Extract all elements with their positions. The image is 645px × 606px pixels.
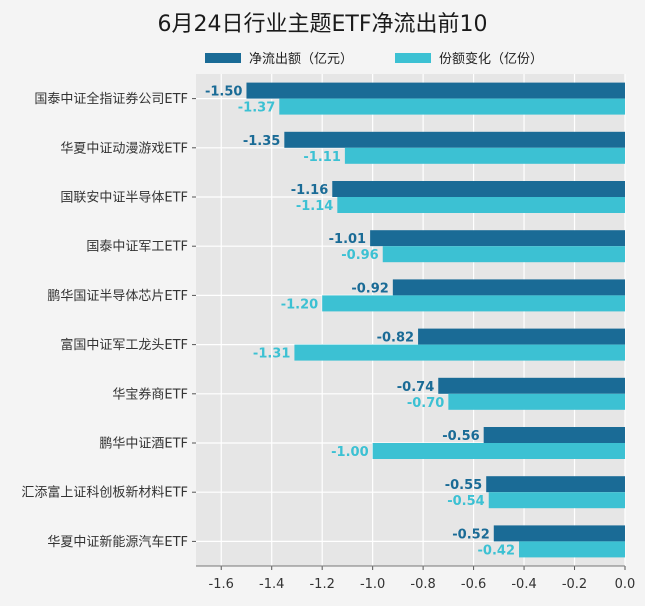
category-label: 华夏中证动漫游戏ETF — [60, 141, 188, 156]
legend-label-net-outflow: 净流出额（亿元） — [249, 52, 354, 67]
bar-net-outflow — [493, 525, 625, 542]
data-label-net-outflow: -1.50 — [205, 85, 242, 100]
data-label-share-change: -1.37 — [238, 101, 275, 116]
data-label-net-outflow: -1.35 — [243, 134, 280, 149]
category-label: 华宝券商ETF — [112, 386, 188, 402]
legend-swatch-net-outflow — [205, 52, 241, 63]
x-tick-label: -0.2 — [562, 577, 587, 592]
bar-share-change — [448, 393, 625, 410]
data-label-net-outflow: -0.82 — [377, 331, 414, 346]
legend-item-share-change: 份额变化（亿份） — [395, 48, 543, 67]
data-label-share-change: -0.70 — [407, 396, 444, 411]
bar-share-change — [294, 344, 625, 361]
x-tick-label: -1.6 — [209, 577, 234, 592]
category-label: 华夏中证新能源汽车ETF — [47, 534, 188, 550]
category-label: 鹏华中证酒ETF — [99, 437, 188, 452]
x-tick-label: -0.6 — [461, 577, 486, 592]
x-tick-label: -0.8 — [410, 577, 435, 592]
bar-net-outflow — [483, 427, 625, 443]
category-label: 鹏华国证半导体芯片ETF — [47, 289, 188, 304]
bar-net-outflow — [246, 82, 625, 99]
legend-item-net-outflow: 净流出额（亿元） — [205, 48, 353, 67]
data-label-share-change: -0.96 — [341, 248, 378, 263]
data-label-net-outflow: -0.52 — [452, 527, 489, 542]
data-label-share-change: -0.42 — [478, 543, 515, 558]
bar-share-change — [382, 246, 625, 263]
data-label-net-outflow: -0.92 — [351, 281, 388, 296]
x-tick-label: 0.0 — [615, 577, 636, 592]
category-label: 国联安中证半导体ETF — [60, 191, 188, 206]
category-label: 国泰中证全指证券公司ETF — [34, 91, 188, 107]
data-label-net-outflow: -0.74 — [397, 380, 434, 395]
data-label-net-outflow: -0.55 — [445, 478, 482, 493]
bar-net-outflow — [486, 476, 625, 493]
x-tick-label: -1.4 — [259, 577, 284, 592]
category-label: 国泰中证军工ETF — [86, 240, 188, 255]
x-tick-label: -0.4 — [511, 577, 536, 592]
bar-share-change — [519, 541, 625, 558]
legend-swatch-share-change — [395, 52, 432, 63]
bar-share-change — [488, 492, 625, 509]
chart-title: 6月24日行业主题ETF净流出前10 — [157, 12, 488, 37]
legend-label-share-change: 份额变化（亿份） — [439, 52, 544, 67]
data-label-net-outflow: -1.01 — [329, 232, 366, 247]
data-label-net-outflow: -1.16 — [291, 183, 328, 198]
bar-share-change — [344, 147, 625, 164]
category-label: 汇添富上证科创板新材料ETF — [21, 485, 188, 501]
bar-net-outflow — [332, 181, 625, 197]
bar-net-outflow — [392, 279, 625, 296]
bar-net-outflow — [370, 230, 625, 247]
bar-net-outflow — [438, 377, 625, 394]
bar-share-change — [337, 197, 625, 213]
data-label-share-change: -1.00 — [331, 445, 368, 460]
x-tick-label: -1.0 — [360, 577, 385, 592]
bar-share-change — [372, 443, 625, 459]
category-label: 富国中证军工龙头ETF — [60, 337, 188, 353]
data-label-share-change: -0.54 — [447, 494, 484, 509]
bar-net-outflow — [284, 131, 625, 148]
data-label-share-change: -1.14 — [296, 199, 333, 214]
x-tick-label: -1.2 — [309, 577, 334, 592]
data-label-net-outflow: -0.56 — [442, 429, 479, 444]
bar-share-change — [279, 98, 625, 115]
legend: 净流出额（亿元） 份额变化（亿份） — [205, 48, 543, 67]
data-label-share-change: -1.11 — [303, 150, 340, 165]
data-label-share-change: -1.31 — [253, 347, 290, 362]
bar-net-outflow — [418, 328, 625, 345]
bar-share-change — [322, 295, 625, 312]
data-label-share-change: -1.20 — [281, 297, 318, 312]
